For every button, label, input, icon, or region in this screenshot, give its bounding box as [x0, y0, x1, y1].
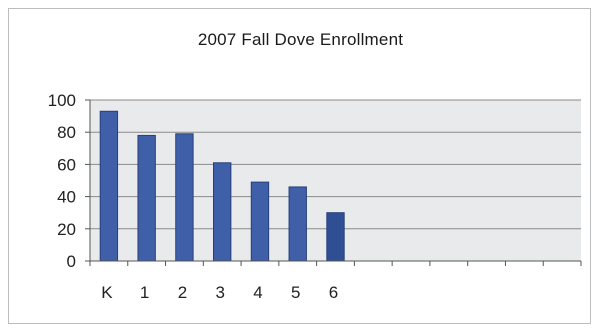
x-tick-label: 3 [215, 283, 224, 302]
y-tick-labels: 0 20 40 60 80 100 [48, 91, 76, 271]
x-tick-labels: K 1 2 3 4 5 6 [101, 283, 338, 302]
x-tick-label: K [101, 283, 113, 302]
x-tick-label: 4 [253, 283, 262, 302]
bar-1 [137, 134, 156, 262]
gridlines [90, 99, 581, 230]
x-tick-label: 5 [291, 283, 300, 302]
y-tick-label: 0 [67, 252, 76, 271]
bar-3 [213, 162, 232, 262]
y-tick-label: 40 [57, 188, 76, 207]
y-tick-label: 20 [57, 220, 76, 239]
bar-2 [175, 133, 194, 262]
x-tick-label: 2 [178, 283, 187, 302]
chart-title: 2007 Fall Dove Enrollment [197, 30, 404, 49]
bar-K [99, 110, 119, 262]
x-tick-label: 1 [140, 283, 149, 302]
y-tick-label: 100 [48, 91, 76, 110]
y-tick-label: 80 [57, 123, 76, 142]
axes [85, 99, 582, 266]
bar-6 [326, 212, 345, 262]
bar-5 [288, 186, 307, 262]
bar-4 [250, 181, 270, 262]
y-tick-label: 60 [57, 155, 76, 174]
x-tick-label: 6 [329, 283, 338, 302]
